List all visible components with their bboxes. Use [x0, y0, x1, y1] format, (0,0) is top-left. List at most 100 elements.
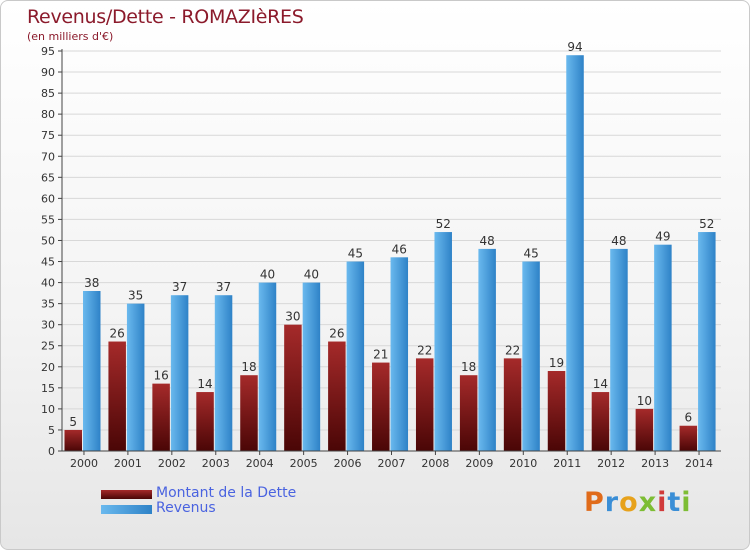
- y-tick-label: 90: [41, 66, 55, 79]
- data-label-debt: 10: [637, 394, 652, 408]
- x-tick-label: 2009: [465, 457, 493, 470]
- labels: 0 5 10 15 20 25 30 35 40 45 50 55 60 65 70 75 80 85 90 95 5 3…: [41, 40, 714, 470]
- bar-debt: [108, 341, 126, 451]
- bar-revenue: [83, 291, 101, 451]
- bar-revenue: [214, 295, 233, 451]
- x-tick-label: 2002: [158, 457, 186, 470]
- x-tick-label: 2001: [114, 457, 142, 470]
- data-label-debt: 30: [285, 310, 300, 324]
- data-label-revenue: 40: [304, 268, 319, 282]
- x-tick-label: 2014: [685, 457, 713, 470]
- data-label-debt: 21: [373, 348, 388, 362]
- x-tick-label: 2008: [421, 457, 449, 470]
- bar-revenue: [698, 232, 716, 451]
- data-label-revenue: 37: [216, 280, 231, 294]
- x-tick-label: 2000: [70, 457, 98, 470]
- bar-revenue: [258, 282, 277, 451]
- logo-letter: x: [638, 487, 658, 518]
- legend-label-debt: Montant de la Dette: [156, 485, 297, 501]
- data-label-revenue: 37: [172, 280, 187, 294]
- data-label-revenue: 35: [128, 289, 143, 303]
- y-tick-label: 0: [48, 445, 55, 458]
- data-label-debt: 18: [241, 360, 256, 374]
- data-label-debt: 18: [461, 360, 476, 374]
- chart-subtitle: (en milliers d'€): [27, 30, 114, 43]
- bar-revenue: [390, 257, 409, 451]
- data-label-debt: 16: [153, 369, 168, 383]
- data-label-revenue: 52: [699, 217, 714, 231]
- bar-debt: [459, 375, 478, 451]
- bar-revenue: [566, 55, 584, 452]
- y-tick-label: 20: [41, 361, 55, 374]
- data-label-debt: 6: [684, 411, 692, 425]
- bar-revenue: [522, 261, 540, 451]
- data-label-revenue: 49: [655, 230, 670, 244]
- bar-revenue: [126, 303, 145, 451]
- y-tick-label: 80: [41, 108, 55, 121]
- y-tick-label: 25: [41, 340, 55, 353]
- y-tick-label: 30: [41, 319, 55, 332]
- bar-debt: [503, 358, 522, 451]
- bar-debt: [284, 324, 302, 451]
- bar-debt: [547, 371, 566, 451]
- data-label-debt: 5: [69, 415, 77, 429]
- legend-swatch-revenue: [101, 505, 152, 514]
- x-tick-label: 2010: [509, 457, 537, 470]
- logo-letter: r: [604, 487, 620, 518]
- y-tick-label: 15: [41, 382, 55, 395]
- data-label-revenue: 46: [392, 242, 407, 256]
- y-tick-label: 35: [41, 298, 55, 311]
- y-tick-label: 75: [41, 129, 55, 142]
- x-tick-label: 2006: [334, 457, 362, 470]
- logo-letter: i: [657, 487, 668, 518]
- data-label-revenue: 45: [348, 247, 363, 261]
- bar-revenue: [654, 244, 672, 451]
- legend-swatch-debt: [101, 490, 152, 499]
- data-label-debt: 26: [110, 327, 125, 341]
- bar-revenue: [478, 248, 496, 451]
- data-label-debt: 14: [593, 377, 608, 391]
- data-label-revenue: 48: [611, 234, 626, 248]
- y-tick-label: 55: [41, 213, 55, 226]
- data-label-debt: 26: [329, 327, 344, 341]
- data-label-revenue: 48: [480, 234, 495, 248]
- data-label-revenue: 52: [436, 217, 451, 231]
- bar-revenue: [610, 248, 628, 451]
- y-tick-label: 85: [41, 87, 55, 100]
- bars: [64, 55, 716, 452]
- bar-debt: [328, 341, 346, 451]
- bar-debt: [240, 375, 258, 451]
- logo-letter: t: [667, 487, 682, 518]
- proxiti-logo: Proxiti: [584, 487, 692, 518]
- x-tick-label: 2013: [641, 457, 669, 470]
- logo-letter: P: [584, 487, 605, 518]
- y-tick-label: 40: [41, 277, 55, 290]
- x-tick-label: 2012: [597, 457, 625, 470]
- y-tick-label: 5: [48, 424, 55, 437]
- bar-debt: [372, 362, 390, 451]
- bar-debt: [635, 408, 654, 451]
- data-label-revenue: 38: [84, 276, 99, 290]
- data-label-revenue: 40: [260, 268, 275, 282]
- x-tick-label: 2003: [202, 457, 230, 470]
- y-tick-label: 10: [41, 403, 55, 416]
- bar-debt: [196, 392, 214, 451]
- axes: [58, 49, 721, 455]
- logo-letter: o: [619, 487, 639, 518]
- bar-revenue: [302, 282, 321, 451]
- bar-debt: [679, 425, 698, 451]
- x-tick-label: 2004: [246, 457, 274, 470]
- y-tick-label: 65: [41, 171, 55, 184]
- data-label-debt: 14: [197, 377, 212, 391]
- bar-revenue: [434, 232, 452, 451]
- legend-label-revenue: Revenus: [156, 500, 216, 516]
- y-tick-label: 45: [41, 256, 55, 269]
- bar-debt: [415, 358, 434, 451]
- bar-revenue: [170, 295, 189, 451]
- data-label-debt: 22: [417, 343, 432, 357]
- data-label-debt: 19: [549, 356, 564, 370]
- y-tick-label: 70: [41, 150, 55, 163]
- bar-revenue: [346, 261, 365, 451]
- data-label-revenue: 94: [567, 40, 582, 54]
